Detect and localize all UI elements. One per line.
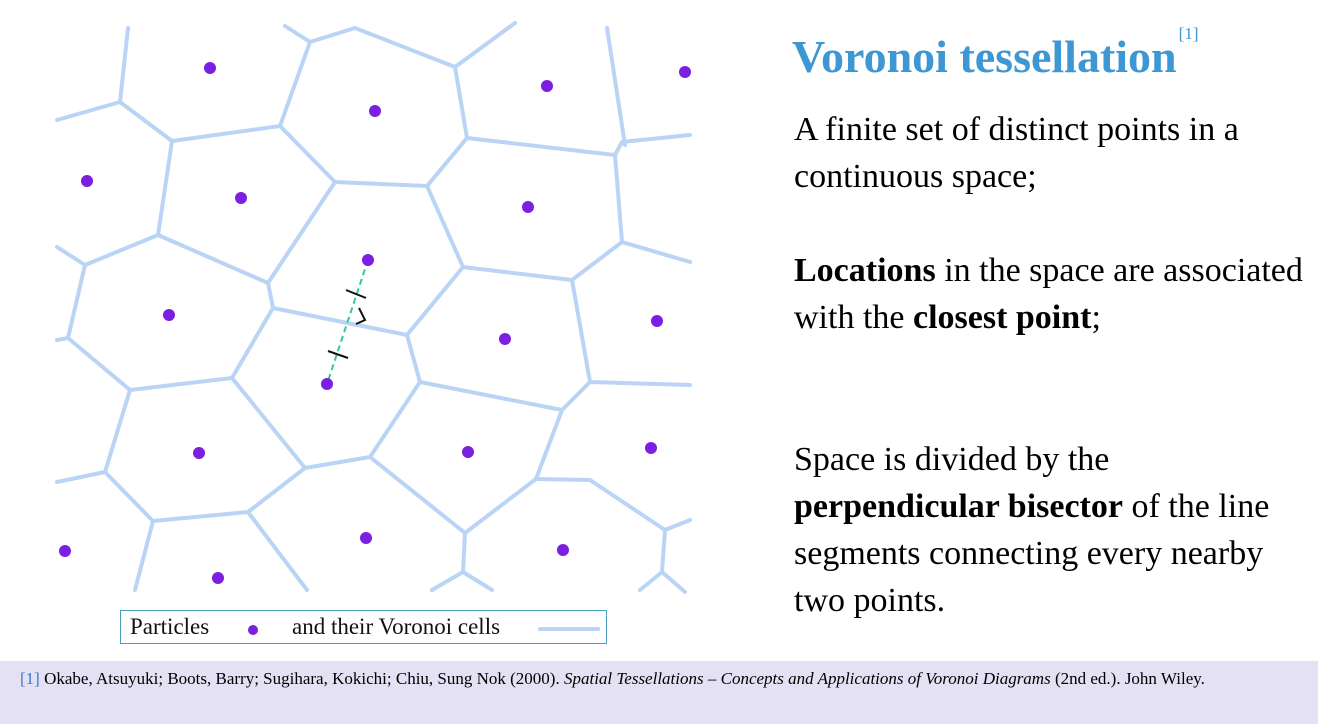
paragraph-finite-set: A finite set of distinct points in a con…	[794, 111, 1239, 195]
text-run: Space is divided by the	[794, 441, 1110, 478]
particle-point	[557, 544, 569, 556]
text-run: in the space are associated with the	[794, 252, 1303, 336]
legend-particles-label: Particles	[130, 614, 210, 639]
particle-point	[651, 315, 663, 327]
cell-edge	[368, 408, 564, 535]
legend-edge-swatch	[538, 627, 600, 631]
cell-edge	[308, 26, 469, 140]
cell-edge	[103, 466, 307, 523]
cell-edge	[55, 388, 132, 484]
cell-edge	[570, 278, 592, 384]
footnote-mark[interactable]: [1]	[20, 669, 40, 688]
tick-mark-icon	[345, 289, 367, 299]
footnote-tail: (2nd ed.). John Wiley.	[1050, 669, 1205, 688]
cell-edge	[55, 263, 87, 342]
particle-point	[522, 201, 534, 213]
cell-edge	[638, 528, 667, 592]
footnote-citation: [1] Okabe, Atsuyuki; Boots, Barry; Sugih…	[0, 661, 1318, 724]
diagram-legend: Particles and their Voronoi cells	[120, 610, 607, 644]
cell-edge	[430, 531, 467, 592]
particles	[59, 62, 691, 584]
cell-edge	[405, 333, 692, 412]
cell-edge	[66, 281, 275, 392]
legend-point-swatch	[248, 625, 258, 635]
legend-cells-label: and their Voronoi cells	[292, 614, 501, 639]
particle-point	[679, 66, 691, 78]
cell-edge	[246, 510, 309, 592]
title-text: Voronoi tessellation	[792, 31, 1177, 82]
cell-edge	[278, 24, 312, 128]
emphasis-closest-point: closest point	[912, 299, 1092, 336]
particle-point	[462, 446, 474, 458]
title-reference-link[interactable]: [1]	[1178, 24, 1199, 43]
cell-edge	[660, 570, 687, 594]
tick-mark-icon	[327, 350, 349, 359]
text-run: of the line segments connecting every ne…	[794, 488, 1270, 619]
cell-edge	[613, 153, 624, 244]
slide-title: Voronoi tessellation [1]	[792, 24, 1198, 83]
footnote-book-title: Spatial Tessellations – Concepts and App…	[563, 669, 1051, 688]
cell-edge	[534, 477, 692, 532]
particle-point	[499, 333, 511, 345]
particle-point	[235, 192, 247, 204]
footnote-authors: Okabe, Atsuyuki; Boots, Barry; Sugihara,…	[39, 669, 564, 688]
cell-edge	[55, 26, 130, 122]
particle-point	[362, 254, 374, 266]
paragraph-locations: Locations in the space are associated wi…	[794, 247, 1304, 341]
particle-point	[193, 447, 205, 459]
cell-edge	[461, 570, 494, 592]
cell-edge	[118, 100, 692, 188]
cell-edge	[230, 376, 422, 470]
particle-point	[360, 532, 372, 544]
emphasis-locations: Locations	[794, 252, 936, 289]
particle-point	[59, 545, 71, 557]
voronoi-cell-edges	[55, 21, 692, 594]
text-run: ;	[1091, 299, 1101, 336]
particle-point	[81, 175, 93, 187]
cell-edge	[133, 519, 155, 592]
emphasis-perpendicular-bisector: perpendicular bisector	[794, 488, 1123, 525]
cell-edge	[605, 26, 627, 147]
cell-edge	[271, 265, 465, 337]
cell-edge	[453, 21, 517, 69]
particle-point	[163, 309, 175, 321]
right-angle-icon	[355, 307, 367, 325]
particle-point	[645, 442, 657, 454]
cell-edge	[55, 139, 174, 267]
particle-point	[204, 62, 216, 74]
particle-point	[369, 105, 381, 117]
bisector-construction	[326, 259, 369, 385]
particle-point	[212, 572, 224, 584]
cell-edge	[425, 184, 692, 282]
particle-point	[321, 378, 333, 390]
paragraph-space-divided: Space is divided by the perpendicular bi…	[794, 436, 1304, 624]
connecting-segment	[326, 259, 369, 385]
particle-point	[541, 80, 553, 92]
voronoi-diagram	[55, 21, 692, 594]
